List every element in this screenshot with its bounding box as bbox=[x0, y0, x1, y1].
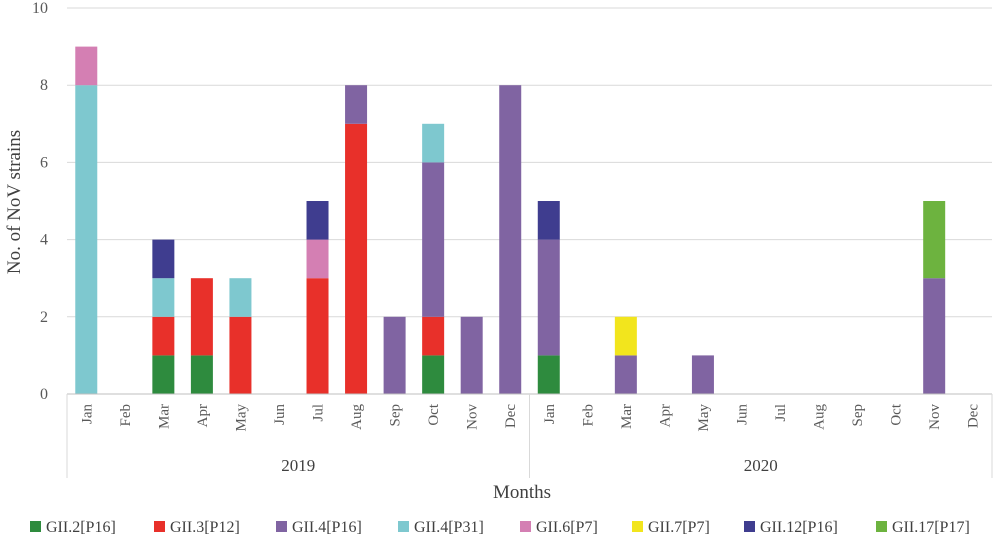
x-tick-label: Dec bbox=[966, 404, 982, 428]
x-tick-label: Aug bbox=[812, 404, 828, 430]
bar-segment bbox=[537, 239, 560, 356]
legend-label: GII.17[P17] bbox=[892, 519, 970, 536]
bar-segment bbox=[923, 278, 946, 394]
bar-segment bbox=[422, 123, 445, 163]
x-tick-label: Mar bbox=[619, 404, 635, 429]
bar-segment bbox=[306, 201, 329, 240]
bar-segment bbox=[75, 46, 98, 86]
legend-swatch bbox=[632, 521, 643, 532]
y-tick-label: 2 bbox=[40, 309, 48, 326]
x-tick-label: Jan bbox=[542, 404, 558, 424]
y-axis-title: No. of NoV strains bbox=[4, 130, 25, 274]
legend-swatch bbox=[30, 521, 41, 532]
x-tick-label: Oct bbox=[426, 403, 442, 425]
legend-label: GII.12[P16] bbox=[760, 519, 838, 536]
y-tick-label: 8 bbox=[40, 77, 48, 94]
legend-swatch bbox=[744, 521, 755, 532]
year-label: 2020 bbox=[744, 456, 778, 475]
bar-segment bbox=[923, 201, 946, 279]
legend-label: GII.6[P7] bbox=[536, 519, 598, 536]
bar-segment bbox=[190, 355, 213, 394]
y-tick-label: 0 bbox=[40, 386, 48, 403]
bar-segment bbox=[345, 85, 368, 124]
x-tick-label: Feb bbox=[580, 404, 596, 427]
x-tick-label: Apr bbox=[657, 404, 673, 427]
bar-segment bbox=[75, 85, 98, 394]
bar-segment bbox=[190, 278, 213, 356]
x-tick-label: Jul bbox=[773, 404, 789, 422]
bar-segment bbox=[614, 316, 637, 356]
x-tick-label: Oct bbox=[889, 403, 905, 425]
bar-segment bbox=[306, 239, 329, 279]
year-label: 2019 bbox=[281, 456, 315, 475]
x-tick-label: May bbox=[696, 404, 712, 432]
legend: GII.2[P16] GII.3[P12] GII.4[P16] GII.4[P31]… bbox=[30, 519, 970, 536]
x-tick-label: Jun bbox=[734, 404, 750, 425]
legend-label: GII.7[P7] bbox=[648, 519, 710, 536]
legend-swatch bbox=[276, 521, 287, 532]
y-tick-label: 6 bbox=[40, 154, 48, 171]
x-tick-label: Sep bbox=[850, 404, 866, 427]
x-tick-labels: Jan Feb Mar Apr May Jun Jul Aug Sep Oct Nov Dec Jan F… bbox=[79, 403, 981, 431]
x-tick-label: Nov bbox=[465, 404, 481, 430]
bar-segment bbox=[229, 278, 252, 317]
legend-swatch bbox=[398, 521, 409, 532]
x-tick-label: Nov bbox=[927, 404, 943, 430]
legend-label: GII.3[P12] bbox=[170, 519, 240, 536]
legend-swatch bbox=[876, 521, 887, 532]
bar-segment bbox=[691, 355, 714, 394]
y-tick-label: 4 bbox=[40, 232, 48, 249]
x-tick-label: Mar bbox=[156, 404, 172, 429]
legend-label: GII.4[P16] bbox=[292, 519, 362, 536]
legend-swatch bbox=[520, 521, 531, 532]
bar-segment bbox=[345, 123, 368, 395]
bar-segment bbox=[460, 316, 483, 394]
bar-segment bbox=[537, 201, 560, 240]
x-tick-label: Feb bbox=[118, 404, 134, 427]
x-axis-title: Months bbox=[493, 482, 551, 503]
legend-swatch bbox=[154, 521, 165, 532]
x-tick-label: Dec bbox=[503, 404, 519, 428]
bar-segment bbox=[152, 239, 175, 279]
y-tick-labels: 0 2 4 6 8 10 bbox=[32, 0, 48, 403]
x-tick-label: Aug bbox=[349, 404, 365, 430]
bar-segment bbox=[306, 278, 329, 394]
x-tick-label: Apr bbox=[195, 404, 211, 427]
axes bbox=[66, 393, 993, 478]
x-tick-label: Jun bbox=[272, 404, 288, 425]
legend-label: GII.2[P16] bbox=[46, 519, 116, 536]
bar-segment bbox=[422, 355, 445, 394]
bar-segment bbox=[422, 162, 445, 317]
bar-segment bbox=[152, 316, 175, 356]
x-tick-label: Sep bbox=[388, 404, 404, 427]
gridlines bbox=[67, 7, 992, 318]
bar-segment bbox=[152, 355, 175, 394]
bar-segment bbox=[537, 355, 560, 394]
legend-label: GII.4[P31] bbox=[414, 519, 484, 536]
bar-segment bbox=[499, 85, 522, 394]
year-group-labels: 2019 2020 bbox=[281, 456, 778, 475]
bar-segment bbox=[229, 316, 252, 394]
bar-segment bbox=[614, 355, 637, 394]
x-tick-label: Jul bbox=[311, 404, 327, 422]
bar-segment bbox=[383, 316, 406, 394]
bar-segment bbox=[422, 316, 445, 356]
bar-segment bbox=[152, 278, 175, 317]
x-tick-label: Jan bbox=[79, 404, 95, 424]
y-tick-label: 10 bbox=[32, 0, 48, 17]
bars bbox=[75, 46, 946, 395]
x-tick-label: May bbox=[233, 404, 249, 432]
